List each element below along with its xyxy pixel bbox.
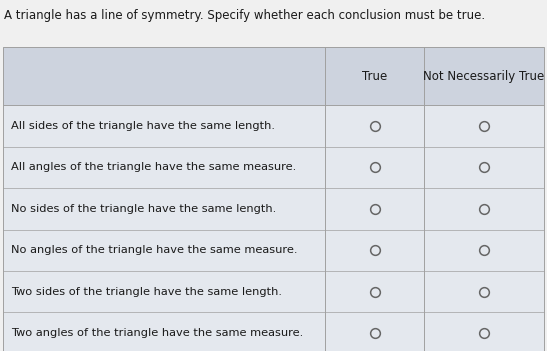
Bar	[3, 47, 544, 351]
Text: A triangle has a line of symmetry. Specify whether each conclusion must be true.: A triangle has a line of symmetry. Speci…	[4, 9, 486, 22]
Text: True: True	[362, 70, 387, 83]
Text: Two angles of the triangle have the same measure.: Two angles of the triangle have the same…	[11, 328, 303, 338]
Bar	[3, 47, 544, 105]
Text: Not Necessarily True: Not Necessarily True	[423, 70, 545, 83]
Text: No angles of the triangle have the same measure.: No angles of the triangle have the same …	[11, 245, 298, 255]
Text: All angles of the triangle have the same measure.: All angles of the triangle have the same…	[11, 163, 296, 172]
Text: Two sides of the triangle have the same length.: Two sides of the triangle have the same …	[11, 287, 282, 297]
Text: All sides of the triangle have the same length.: All sides of the triangle have the same …	[11, 121, 275, 131]
Text: No sides of the triangle have the same length.: No sides of the triangle have the same l…	[11, 204, 276, 214]
Bar	[3, 47, 544, 351]
